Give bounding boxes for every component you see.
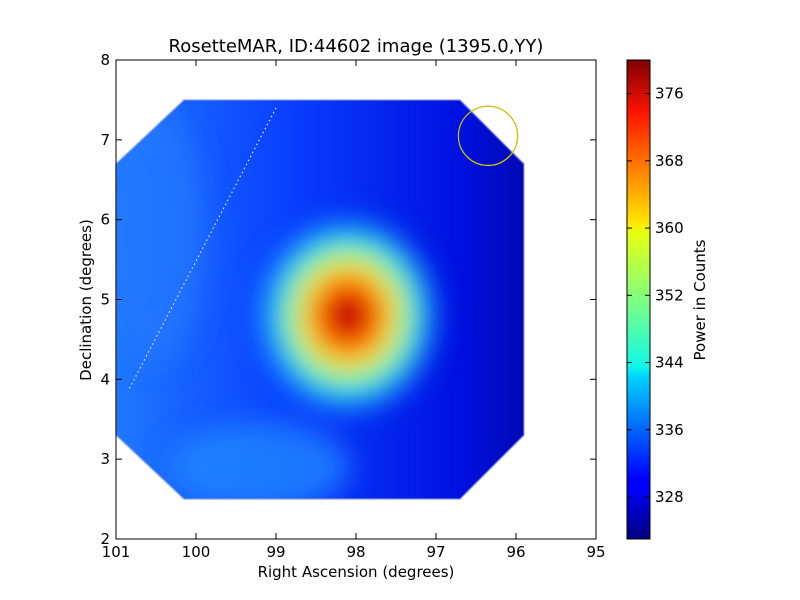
heatmap-peak (256, 215, 440, 416)
y-axis-label: Declination (degrees) (77, 219, 95, 381)
y-tick-label: 5 (100, 291, 110, 309)
colorbar-tick-label: 368 (655, 152, 684, 170)
y-tick-label: 6 (100, 211, 110, 229)
y-tick-label: 4 (100, 370, 110, 388)
heatmap-upper-light (116, 105, 206, 366)
y-tick-label: 2 (100, 530, 110, 548)
colorbar-tick-label: 344 (655, 354, 684, 372)
x-tick-label: 96 (506, 543, 525, 561)
x-tick-label: 95 (586, 543, 605, 561)
dotted-line (127, 107, 277, 392)
y-tick-label: 8 (100, 51, 110, 69)
x-tick-label: 97 (426, 543, 445, 561)
colorbar-ticks: 328 336 344 352 360 368 376 (627, 85, 684, 506)
chart-title: RosetteMAR, ID:44602 image (1395.0,YY) (169, 36, 544, 57)
y-tick-label: 7 (100, 131, 110, 149)
x-tick-label: 98 (346, 543, 365, 561)
colorbar-gradient (626, 59, 651, 540)
heatmap-lowlight (170, 422, 350, 500)
beam-circle (457, 105, 519, 167)
x-tick-label: 100 (182, 543, 211, 561)
x-axis-label: Right Ascension (degrees) (258, 563, 455, 581)
x-axis-ticks: 101 100 99 98 97 96 95 (102, 60, 606, 561)
x-tick-label: 99 (266, 543, 285, 561)
heatmap-image (116, 99, 524, 500)
colorbar-tick-label: 352 (655, 286, 684, 304)
colorbar-tick-label: 336 (655, 421, 684, 439)
colorbar-tick-label: 328 (655, 488, 684, 506)
colorbar: 328 336 344 352 360 368 376 Power in Counts (626, 59, 709, 540)
y-axis-ticks: 2 3 4 5 6 7 8 (100, 51, 596, 548)
colorbar-label: Power in Counts (691, 239, 709, 360)
x-tick-label: 101 (102, 543, 131, 561)
plot-area: 101 100 99 98 97 96 95 2 3 4 5 6 7 8 (100, 51, 605, 561)
y-tick-label: 3 (100, 450, 110, 468)
colorbar-tick-label: 360 (655, 219, 684, 237)
colorbar-tick-label: 376 (655, 85, 684, 103)
